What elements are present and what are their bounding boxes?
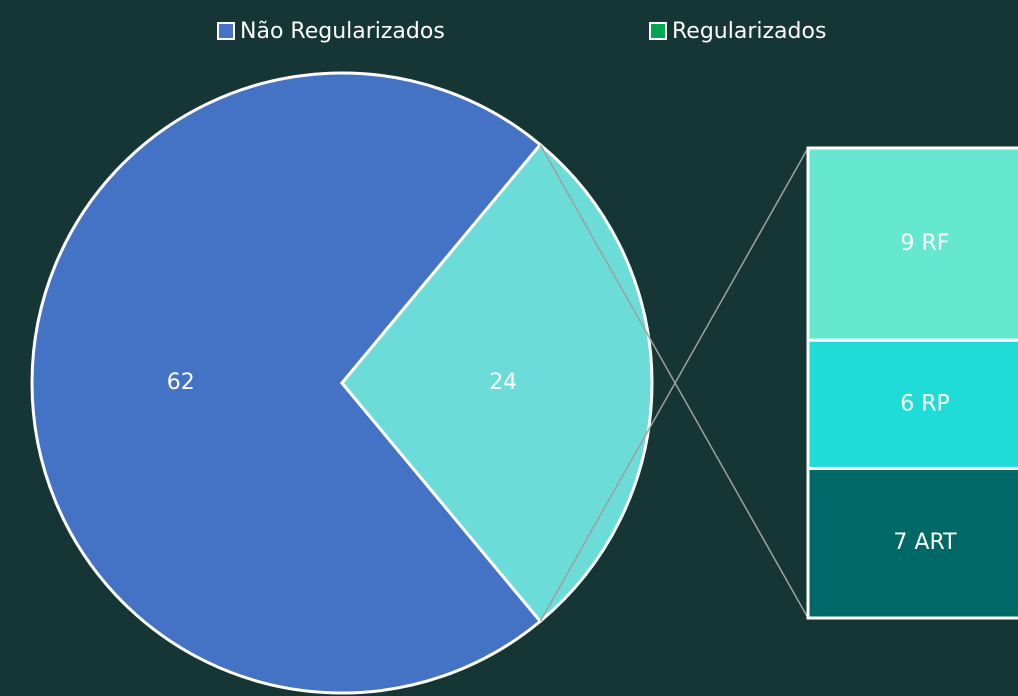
slice-label: 24 [489,370,517,395]
breakdown-segment [806,466,1018,620]
connector-line [539,144,809,619]
legend-label: Não Regularizados [240,19,445,44]
breakdown-label: 6 RP [900,391,950,416]
breakdown-label: 9 RF [901,231,950,256]
legend-swatch [217,22,235,40]
pie-slice [340,142,654,624]
legend-label: Regularizados [672,19,826,44]
legend-swatch [649,22,667,40]
slice-label: 62 [167,370,195,395]
connector-line [539,147,809,622]
pie-slice [30,71,543,695]
breakdown-label: 7 ART [893,530,957,555]
